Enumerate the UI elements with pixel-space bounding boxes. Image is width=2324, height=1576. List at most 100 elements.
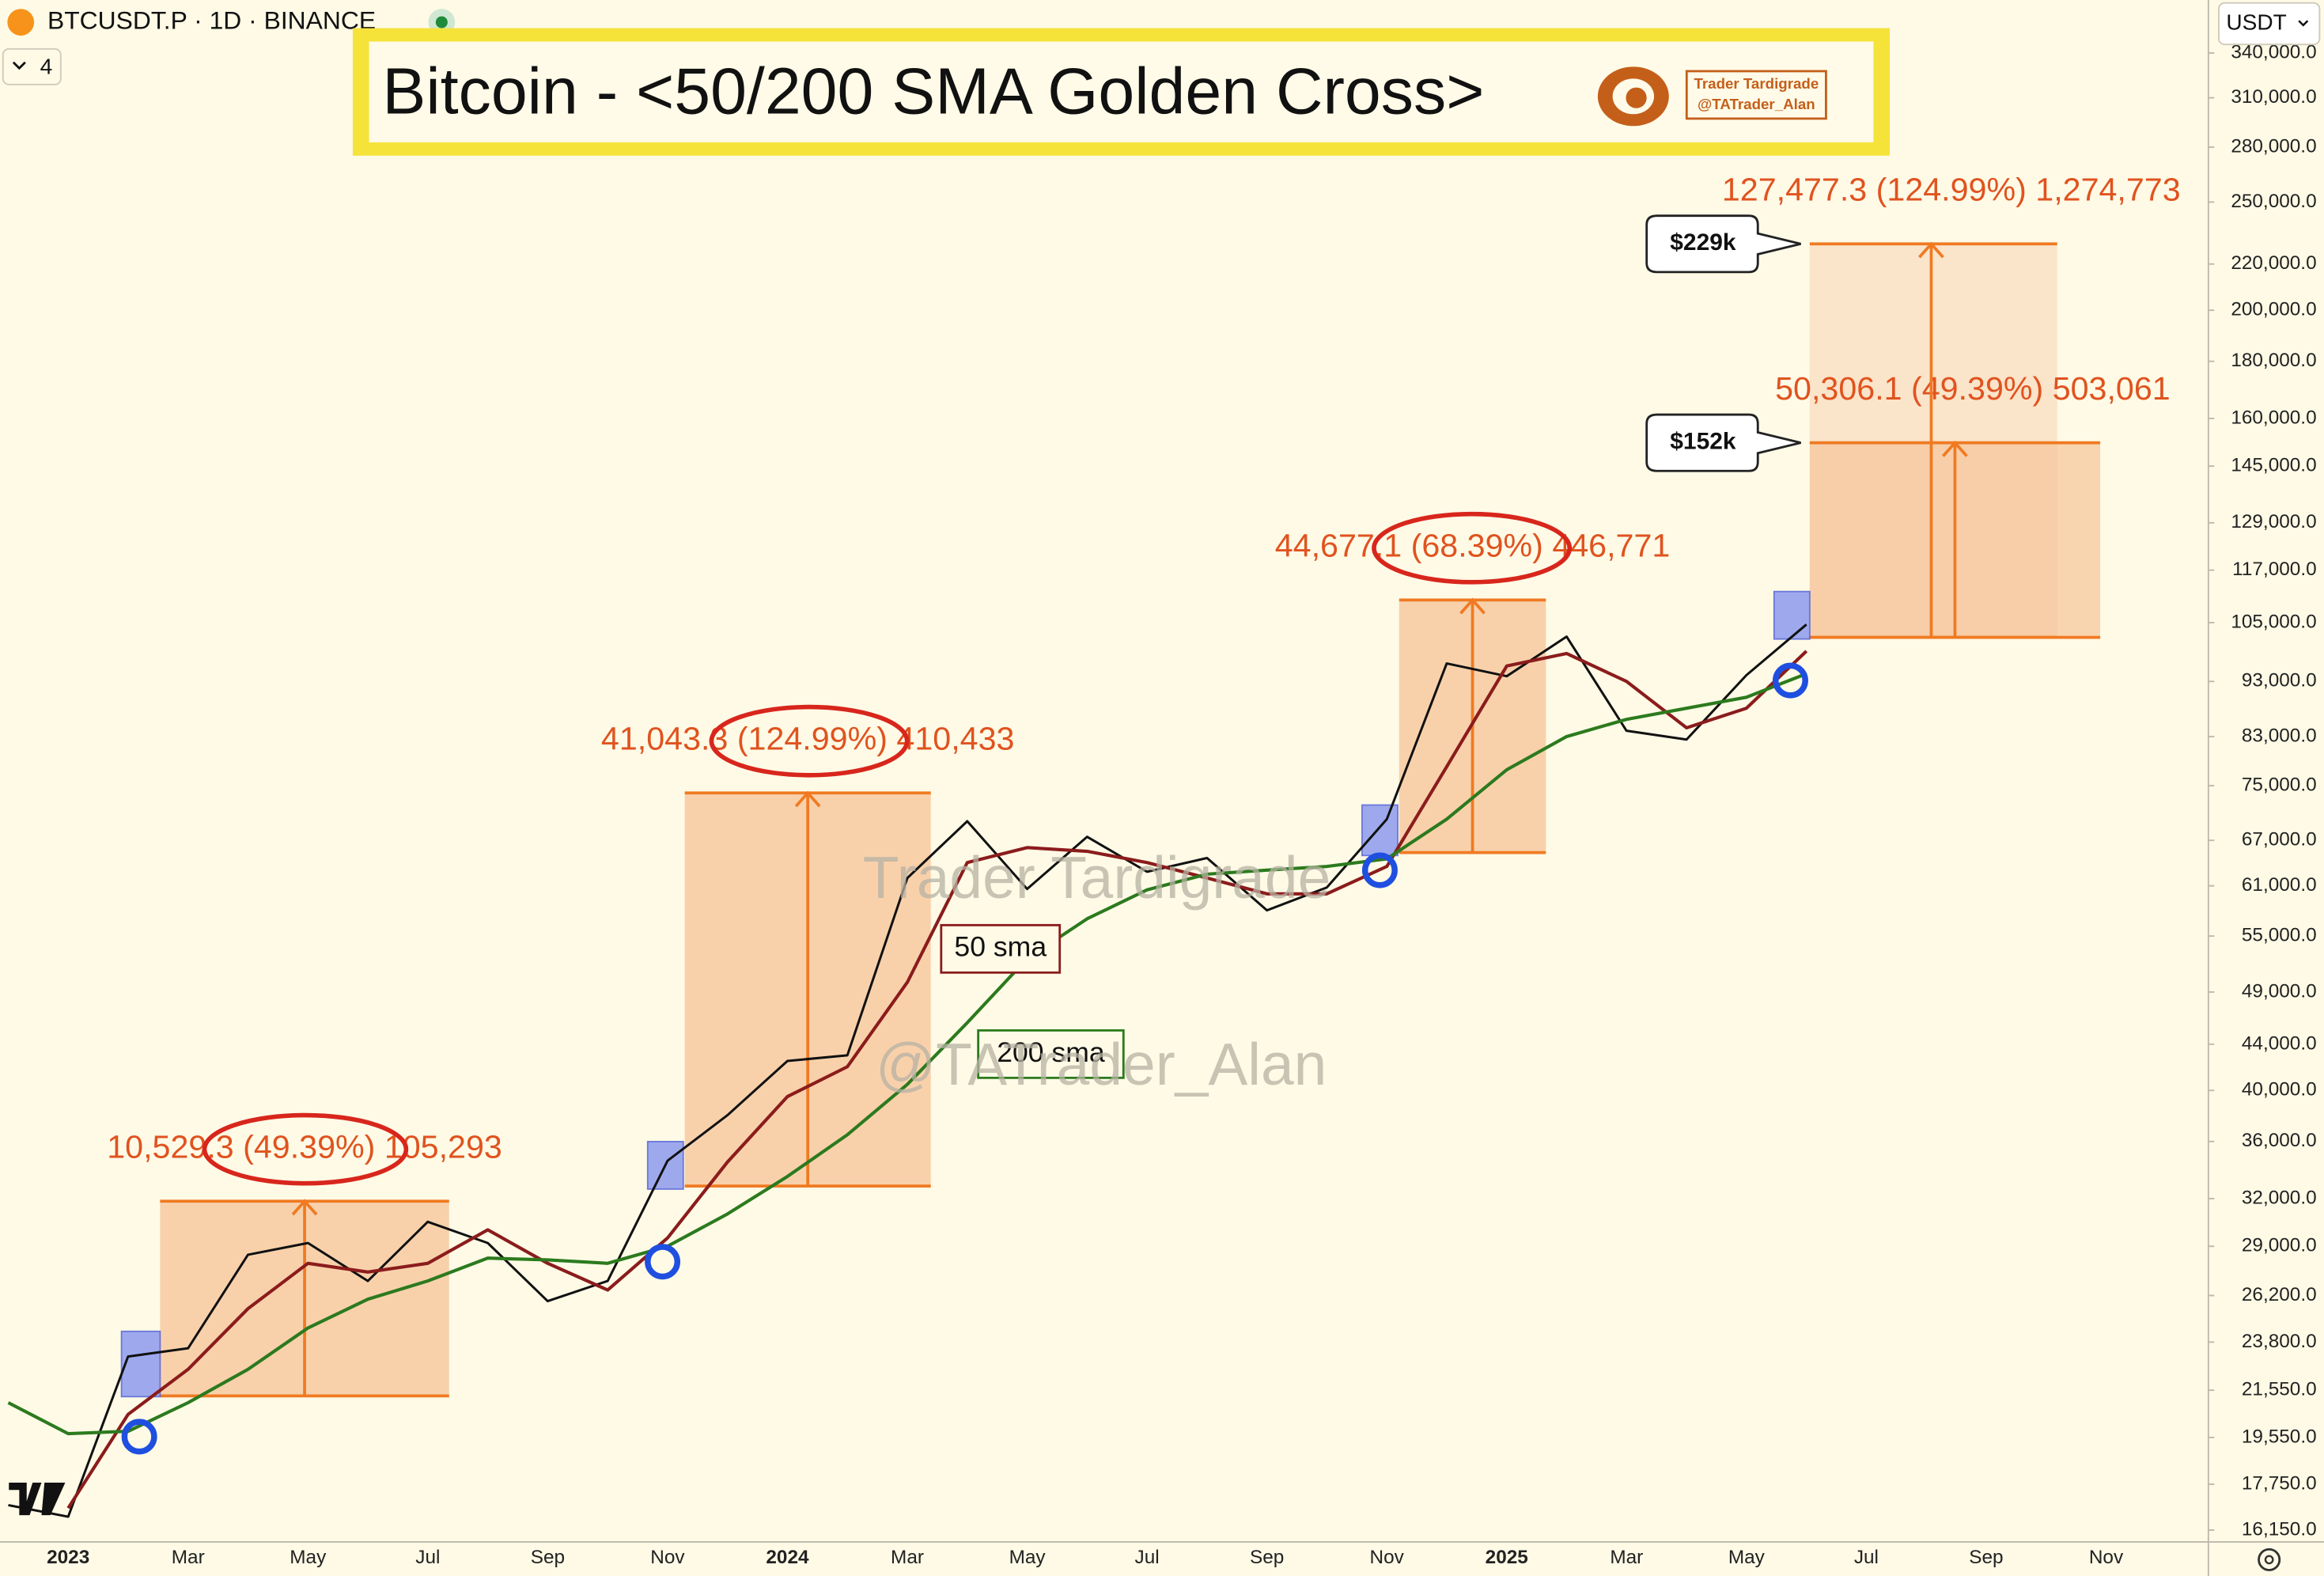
watermark: Trader Tardigrade [863, 844, 1330, 911]
chevron-icon [2298, 20, 2309, 27]
x-tick-label: May [1009, 1547, 1047, 1568]
coin-icon [7, 9, 35, 36]
y-tick-label: 36,000.0 [2242, 1130, 2317, 1151]
watermark: @TATrader_Alan [876, 1031, 1327, 1097]
y-tick-label: 32,000.0 [2242, 1187, 2317, 1208]
y-tick-label: 129,000.0 [2231, 511, 2316, 532]
x-tick-label: Mar [172, 1547, 205, 1568]
highlight-ellipse [709, 704, 910, 778]
y-tick-label: 21,550.0 [2242, 1379, 2317, 1400]
highlight-ellipse [1372, 511, 1573, 585]
y-tick-label: 19,550.0 [2242, 1426, 2317, 1447]
x-tick-label: Sep [1250, 1547, 1284, 1568]
sma-line [7, 672, 1807, 1436]
x-tick-label: May [1728, 1547, 1766, 1568]
cross-marker [1361, 852, 1398, 888]
callout-label: $152k [1670, 429, 1736, 455]
measure-arrow-head [794, 790, 821, 808]
chevron-icon [12, 61, 26, 70]
projection-arrow-head [1918, 241, 1944, 259]
settings-icon[interactable] [2258, 1548, 2281, 1571]
y-tick-label: 55,000.0 [2242, 925, 2317, 946]
y-tick-label: 280,000.0 [2231, 135, 2316, 157]
price-line [8, 623, 1807, 1518]
sma-line [66, 650, 1808, 1510]
settings-icon-core [2264, 1555, 2274, 1565]
price-axis: 340,000.0310,000.0280,000.0250,000.0220,… [2208, 41, 2317, 1540]
time-axis-panel [0, 1541, 2324, 1576]
currency-button[interactable] [2218, 2, 2321, 46]
y-tick-label: 250,000.0 [2231, 191, 2316, 212]
currency: USDT [2226, 9, 2286, 34]
badge-logo [1597, 66, 1669, 127]
x-tick-label: Jul [1135, 1547, 1160, 1568]
y-tick-label: 93,000.0 [2242, 670, 2317, 691]
sma-tag-label: 50 sma [954, 931, 1047, 963]
sma-tag [940, 923, 1062, 974]
highlight-square [1361, 804, 1399, 857]
y-tick-label: 160,000.0 [2231, 407, 2316, 428]
y-tick-label: 200,000.0 [2231, 299, 2316, 320]
highlight-square [1773, 590, 1811, 640]
x-tick-label: Nov [1370, 1547, 1405, 1568]
y-tick-label: 220,000.0 [2231, 252, 2316, 274]
y-tick-label: 61,000.0 [2242, 874, 2317, 896]
callout-box [1645, 214, 1801, 274]
callout-box [1645, 413, 1801, 472]
y-tick-label: 26,200.0 [2242, 1284, 2317, 1305]
cross-marker [645, 1244, 681, 1280]
x-tick-label: Mar [891, 1547, 924, 1568]
y-tick-label: 105,000.0 [2231, 611, 2316, 632]
y-tick-label: 23,800.0 [2242, 1331, 2317, 1352]
chart-title: Bitcoin - <50/200 SMA Golden Cross> [382, 55, 1484, 128]
y-tick-label: 75,000.0 [2242, 775, 2317, 796]
y-tick-label: 49,000.0 [2242, 980, 2317, 1002]
cross-marker [1772, 662, 1808, 699]
x-tick-label: Sep [1969, 1547, 2003, 1568]
projection-label: 127,477.3 (124.99%) 1,274,773 [1722, 172, 2181, 208]
y-tick-label: 67,000.0 [2242, 829, 2317, 851]
badge-box [1685, 70, 1827, 120]
tv-logo [9, 1482, 66, 1516]
y-tick-label: 40,000.0 [2242, 1079, 2317, 1101]
time-axis: 2023 Mar May Jul Sep Nov 2024 Mar May Jul Sep Nov 20… [47, 1547, 2124, 1568]
projection-label: 50,306.1 (49.39%) 503,061 [1775, 370, 2171, 407]
x-tick-label: Mar [1610, 1547, 1643, 1568]
y-tick-label: 16,150.0 [2242, 1518, 2317, 1540]
y-tick-label: 29,000.0 [2242, 1235, 2317, 1256]
y-tick-label: 310,000.0 [2231, 86, 2316, 108]
x-tick-label: Nov [2089, 1547, 2124, 1568]
x-tick-label: Nov [650, 1547, 685, 1568]
projection-arrow-head [1942, 440, 1968, 457]
measure-arrow-head [291, 1199, 318, 1216]
y-tick-label: 145,000.0 [2231, 455, 2316, 476]
y-tick-label: 117,000.0 [2232, 559, 2316, 580]
indicators-toggle[interactable] [2, 47, 62, 85]
y-tick-label: 17,750.0 [2242, 1472, 2317, 1494]
x-tick-label: Jul [415, 1547, 440, 1568]
plot-area: 10,529.3 (49.39%) 105,293 41,043.3 (124.9… [7, 172, 2181, 1518]
price-axis-panel [2208, 0, 2324, 1576]
x-tick-label: 2024 [766, 1547, 809, 1568]
measure-label: 44,677.1 (68.39%) 446,771 [1275, 528, 1671, 564]
sma-tag [977, 1029, 1125, 1079]
x-tick-label: 2025 [1486, 1547, 1528, 1568]
x-tick-label: 2023 [47, 1547, 89, 1568]
x-tick-label: Jul [1854, 1547, 1879, 1568]
cross-marker [121, 1419, 157, 1455]
callout-label: $229k [1670, 229, 1736, 256]
measure-arrow-head [1459, 597, 1486, 615]
x-tick-label: May [290, 1547, 327, 1568]
badge-handle: @TATrader_Alan [1698, 96, 1815, 112]
highlight-square [120, 1330, 161, 1398]
measure-label: 10,529.3 (49.39%) 105,293 [107, 1129, 502, 1165]
status-dot [435, 16, 448, 28]
y-tick-label: 83,000.0 [2242, 725, 2317, 746]
x-tick-label: Sep [531, 1547, 565, 1568]
sma-tag-label: 200 sma [997, 1036, 1105, 1068]
y-tick-label: 180,000.0 [2231, 350, 2316, 371]
measure-label: 41,043.3 (124.99%) 410,433 [601, 721, 1015, 757]
highlight-ellipse [202, 1112, 409, 1186]
